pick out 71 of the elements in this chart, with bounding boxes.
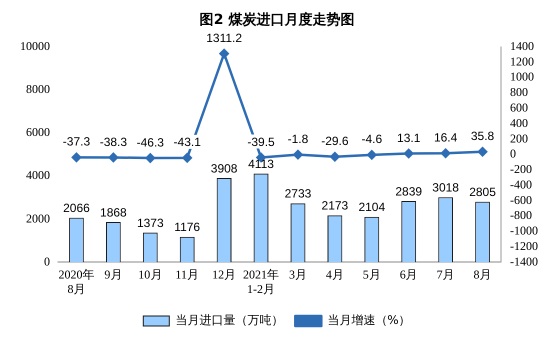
data-label: 1311.2 xyxy=(206,30,242,45)
y-tick-label: 10000 xyxy=(20,38,50,53)
data-label: 2104 xyxy=(358,200,386,214)
x-tick-label: 2021年 1-2月 xyxy=(243,268,280,296)
data-label: -46.3 xyxy=(136,135,164,150)
x-tick-label: 2020年 8月 xyxy=(58,268,94,296)
data-label: -37.3 xyxy=(62,134,90,149)
data-label: -43.1 xyxy=(174,135,202,150)
data-label: 1373 xyxy=(136,216,164,230)
data-label: 3908 xyxy=(210,161,238,176)
y2-tick-label: -200 xyxy=(510,162,532,176)
data-label: 2805 xyxy=(469,185,496,200)
y2-tick-label: 1000 xyxy=(510,70,534,84)
point xyxy=(330,152,340,162)
legend-label: 当月增速（%） xyxy=(327,313,411,328)
data-label: 4113 xyxy=(248,156,274,171)
data-label: 3018 xyxy=(432,180,460,195)
y2-tick-label: 1200 xyxy=(510,54,534,68)
y2-tick-label: 1400 xyxy=(510,38,534,53)
data-label: 16.4 xyxy=(434,130,458,145)
data-label: 1176 xyxy=(174,220,200,234)
point xyxy=(108,152,118,162)
y2-tick-label: -1000 xyxy=(510,224,538,238)
y2-tick-label: 800 xyxy=(510,85,528,100)
y2-tick-label: -1200 xyxy=(510,238,538,253)
y-tick-label: 8000 xyxy=(26,82,50,96)
data-label: -29.6 xyxy=(321,134,349,148)
y2-tick-label: 200 xyxy=(510,131,528,146)
y2-tick-label: -400 xyxy=(510,177,532,192)
data-label: -39.5 xyxy=(247,134,276,149)
data-label: 2839 xyxy=(395,184,422,198)
data-label: -38.3 xyxy=(100,134,128,149)
point xyxy=(182,153,192,163)
y-tick-label: 6000 xyxy=(26,125,50,140)
y2-tick-label: -1400 xyxy=(510,254,538,268)
point xyxy=(440,148,450,158)
x-tick-label: 9月 xyxy=(104,268,122,282)
x-tick-label: 4月 xyxy=(326,268,344,282)
point xyxy=(367,150,377,160)
point xyxy=(404,148,414,158)
point xyxy=(293,150,303,160)
y-tick-label: 4000 xyxy=(26,168,50,182)
data-label: 1868 xyxy=(100,205,128,220)
x-tick-label: 7月 xyxy=(436,268,455,282)
y2-tick-label: 0 xyxy=(510,146,516,161)
y2-tick-label: -800 xyxy=(510,208,532,222)
chart-title: 图2 煤炭进口月度走势图 xyxy=(200,11,354,28)
data-label: 2066 xyxy=(63,201,90,216)
x-tick-label: 6月 xyxy=(400,268,418,282)
x-tick-label: 3月 xyxy=(288,268,307,282)
y2-tick-label: -600 xyxy=(510,192,532,207)
x-tick-label: 11月 xyxy=(175,268,199,282)
data-label: 2733 xyxy=(284,186,312,201)
data-label: 2173 xyxy=(322,198,349,213)
x-tick-label: 8月 xyxy=(474,268,492,282)
data-label: 35.8 xyxy=(470,129,495,144)
legend-label: 当月进口量（万吨） xyxy=(175,313,284,328)
y-tick-label: 2000 xyxy=(26,211,50,226)
x-tick-label: 5月 xyxy=(362,268,381,282)
y-tick-label: 0 xyxy=(44,254,50,268)
data-label: 13.1 xyxy=(397,130,421,145)
point xyxy=(478,146,488,156)
data-label: -4.6 xyxy=(361,132,382,146)
point xyxy=(72,152,82,162)
y2-tick-label: 600 xyxy=(510,100,528,114)
data-label: -1.8 xyxy=(288,132,309,146)
point xyxy=(146,153,156,163)
point xyxy=(219,48,229,58)
x-tick-label: 12月 xyxy=(212,268,236,282)
y2-tick-label: 400 xyxy=(510,116,528,130)
x-tick-label: 10月 xyxy=(138,268,162,282)
